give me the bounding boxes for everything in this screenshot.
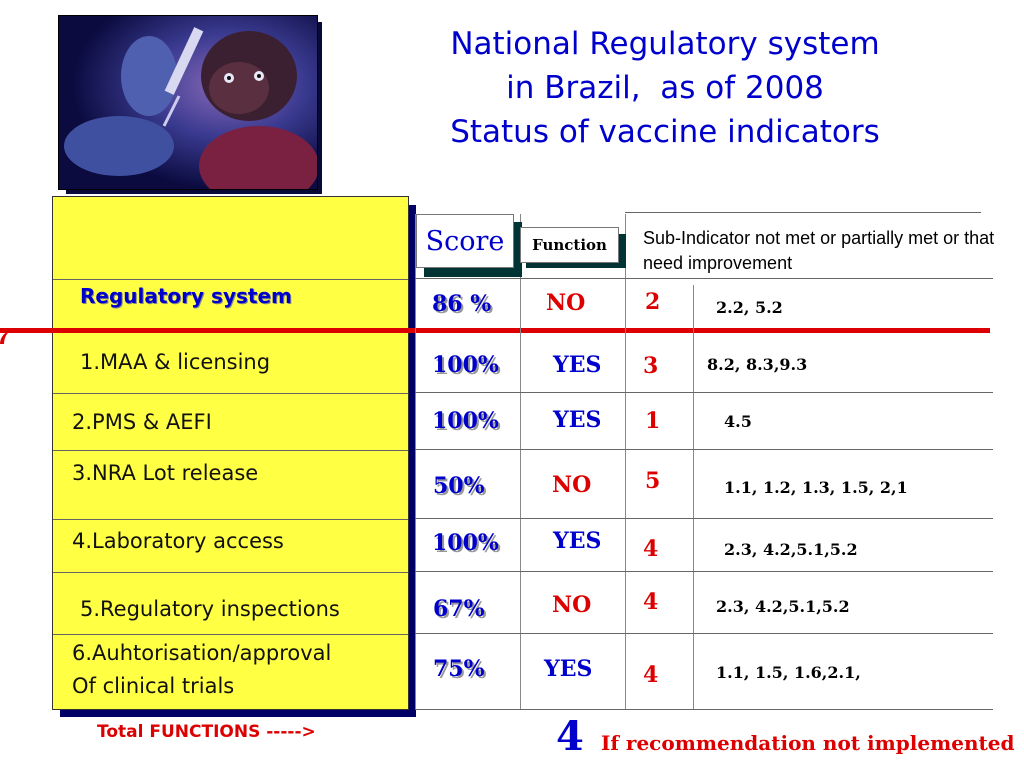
grid-line: [625, 214, 626, 709]
indicator-count: 4: [643, 536, 659, 562]
indicator-count: 4: [643, 662, 659, 688]
indicator-count: 4: [643, 589, 659, 615]
divider: [53, 450, 408, 451]
row-label-maa: 1.MAA & licensing: [80, 350, 271, 374]
score-header: Score: [416, 214, 514, 268]
grid-line: [415, 449, 993, 450]
sub-indicator-header: Sub-Indicator not met or partially met o…: [643, 228, 995, 273]
sub-indicators: 1.1, 1.5, 1.6,2.1,: [716, 663, 861, 682]
row-label-regulatory-system: Regulatory system: [80, 284, 292, 308]
indicator-count: 1: [645, 408, 661, 434]
recommendation-note: If recommendation not implemented: [601, 731, 1015, 755]
divider: [53, 393, 408, 394]
vaccination-photo: [58, 15, 318, 190]
slide-title: National Regulatory system in Brazil, as…: [380, 22, 950, 154]
sub-indicators: 1.1, 1.2, 1.3, 1.5, 2,1: [724, 478, 908, 497]
row-label-clinical-trials-2: Of clinical trials: [72, 674, 235, 698]
score-value: 86 %: [432, 291, 492, 317]
grid-line: [415, 214, 416, 709]
row-label-lot-release: 3.NRA Lot release: [72, 461, 259, 485]
sub-indicators: 8.2, 8.3,9.3: [707, 355, 808, 374]
function-value: YES: [553, 352, 602, 378]
divider: [53, 634, 408, 635]
function-value: YES: [544, 656, 593, 682]
function-value: NO: [546, 290, 586, 316]
row-label-pms: 2.PMS & AEFI: [72, 410, 212, 434]
function-value: YES: [553, 407, 602, 433]
row-label-laboratory: 4.Laboratory access: [72, 529, 284, 553]
divider: [53, 279, 408, 280]
score-value: 75%: [433, 656, 485, 682]
grid-line: [415, 518, 993, 519]
highlight-line: [0, 328, 990, 333]
score-value: 50%: [433, 473, 485, 499]
highlight-line-tick: [0, 330, 24, 344]
sub-indicators: 2.2, 5.2: [716, 298, 783, 317]
grid-line: [415, 633, 993, 634]
score-value: 100%: [432, 352, 499, 378]
indicator-count: 5: [645, 468, 661, 494]
row-label-inspections: 5.Regulatory inspections: [80, 597, 340, 621]
grid-line: [520, 214, 521, 709]
total-functions-label: Total FUNCTIONS ----->: [97, 722, 316, 742]
indicator-count: 2: [645, 289, 661, 315]
indicator-count: 3: [643, 353, 659, 379]
grid-line: [415, 571, 993, 572]
indicator-panel: [52, 196, 409, 710]
row-label-clinical-trials-1: 6.Auhtorisation/approval: [72, 641, 332, 665]
function-value: YES: [553, 528, 602, 554]
function-value: NO: [552, 472, 592, 498]
sub-indicators: 2.3, 4.2,5.1,5.2: [716, 597, 850, 616]
score-value: 100%: [432, 530, 499, 556]
title-line-2: in Brazil, as of 2008: [506, 70, 824, 106]
grid-line: [415, 709, 993, 710]
title-line-3: Status of vaccine indicators: [450, 114, 880, 150]
grid-line: [625, 212, 981, 213]
title-line-1: National Regulatory system: [450, 26, 880, 62]
sub-indicators: 2.3, 4.2,5.1,5.2: [724, 540, 858, 559]
divider: [53, 519, 408, 520]
grid-line: [693, 285, 694, 709]
score-value: 100%: [432, 408, 499, 434]
grid-line: [415, 392, 993, 393]
divider: [53, 572, 408, 573]
sub-indicators: 4.5: [724, 412, 752, 431]
function-header: Function: [520, 227, 619, 263]
function-value: NO: [552, 592, 592, 618]
grid-line: [415, 278, 993, 279]
score-value: 67%: [433, 596, 485, 622]
total-functions-number: 4: [556, 713, 584, 760]
